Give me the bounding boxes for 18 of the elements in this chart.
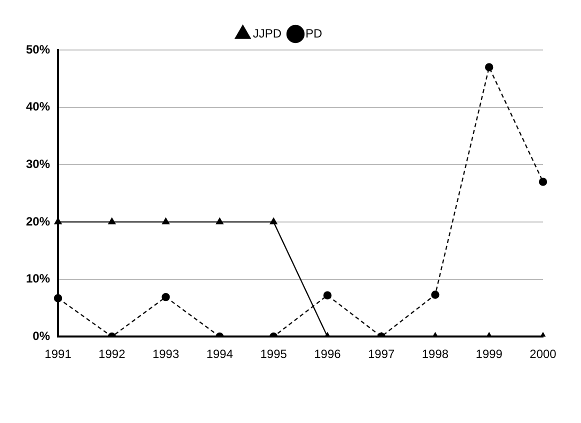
- legend-label: JJPD: [252, 26, 282, 40]
- y-tick-label: 30%: [26, 156, 50, 171]
- y-tick-label: 0%: [32, 328, 50, 343]
- x-tick-label: 1995: [260, 347, 288, 362]
- y-tick-label: 50%: [26, 42, 50, 56]
- x-tick-label: 2000: [530, 347, 557, 362]
- x-tick-label: 1997: [368, 347, 396, 362]
- y-tick-label: 10%: [26, 272, 50, 286]
- x-tick-label: 1993: [152, 347, 180, 362]
- legend-label: PD: [306, 26, 323, 40]
- y-tick-label: 20%: [26, 214, 50, 228]
- x-tick-label: 1992: [98, 347, 126, 362]
- y-tick-label: 40%: [26, 100, 50, 114]
- x-tick-label: 1999: [476, 347, 503, 362]
- x-tick-label: 1994: [206, 347, 234, 362]
- x-tick-label: 1991: [44, 347, 72, 362]
- x-tick-label: 1996: [314, 347, 342, 362]
- x-tick-label: 1998: [422, 347, 449, 362]
